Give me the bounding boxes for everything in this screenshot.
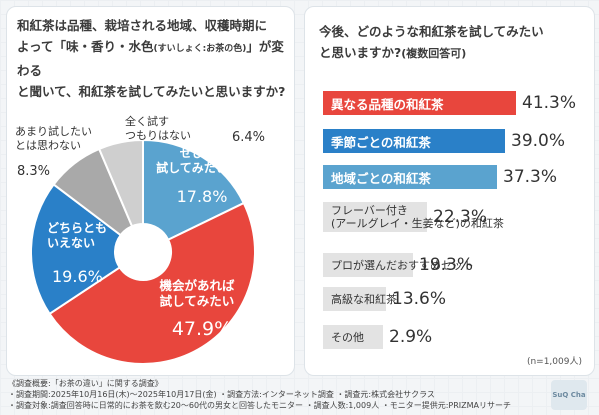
survey-footer: 《調査概要:「お茶の違い」に関する調査》 ・調査期間:2025年10月16日(木… xyxy=(8,378,528,411)
pie-chart: ぜひ試してみたい17.8%機会があれば試してみたい47.9%どちらともいえない1… xyxy=(15,114,265,365)
pie-slice-value: 17.8% xyxy=(177,187,228,206)
pie-slice-label: 機会があれば xyxy=(159,278,235,293)
left-question-line2a: よって「味・香り・水色 xyxy=(17,39,154,54)
left-question-line2b: (すいしょく:お茶の色) xyxy=(153,44,247,54)
bar-row: 地域ごとの和紅茶 37.3% xyxy=(323,165,557,189)
bar: フレーバー付き (アールグレイ・生姜など)の和紅茶 xyxy=(323,202,504,232)
right-question-line2-main: と思いますか? xyxy=(319,45,402,60)
bar-chart-card: 今後、どのような和紅茶を試してみたい と思いますか?(複数回答可) 異なる品種の… xyxy=(304,6,595,376)
bar: プロが選んだおすすめセット xyxy=(323,253,474,277)
pie-slice-label: 試してみたい xyxy=(156,160,228,175)
sample-size-note: (n=1,009人) xyxy=(526,357,582,367)
bar: 高級な和紅茶 xyxy=(323,287,397,311)
footer-line1: 《調査概要:「お茶の違い」に関する調査》 xyxy=(8,379,163,388)
bar: 季節ごとの和紅茶 xyxy=(323,129,505,153)
bar-category-label-line: フレーバー付き xyxy=(331,204,408,217)
bar-category-label: その他 xyxy=(331,330,364,344)
bar-value: 39.0% xyxy=(511,131,566,151)
bar-value: 41.3% xyxy=(522,93,577,113)
bar-row: 高級な和紅茶 13.6% xyxy=(323,287,446,311)
left-question-line2c: 」が変わる xyxy=(17,39,284,78)
pie-chart-card: 和紅茶は品種、栽培される地域、収穫時期に よって「味・香り・水色(すいしょく:お… xyxy=(6,6,295,376)
bar-row: 季節ごとの和紅茶 39.0% xyxy=(323,129,565,153)
bar-value: 22.3% xyxy=(433,207,488,227)
bar-category-label: プロが選んだおすすめセット xyxy=(331,258,474,272)
bar-row: 異なる品種の和紅茶 41.3% xyxy=(323,91,576,115)
left-question-line2: よって「味・香り・水色(すいしょく:お茶の色)」が変わる xyxy=(17,36,293,81)
footer-line3: ・調査対象:調査回答時に日常的にお茶を飲む20〜60代の男女と回答したモニター … xyxy=(8,401,512,410)
bar-category-label: 異なる品種の和紅茶 xyxy=(331,96,444,112)
pie-slice xyxy=(30,183,123,316)
pie-slice-label: 全く試す xyxy=(125,114,169,128)
pie-slice-value: 8.3% xyxy=(17,164,50,179)
bar: 地域ごとの和紅茶 xyxy=(323,165,497,189)
pie-slice-label: ぜひ xyxy=(180,146,204,160)
brand-logo-text: SuQ Cha xyxy=(552,391,586,399)
bar: その他 xyxy=(323,325,383,349)
pie-slice-value: 6.4% xyxy=(232,130,265,145)
bar-category-label: 地域ごとの和紅茶 xyxy=(331,170,431,186)
bar-category-label: 高級な和紅茶 xyxy=(331,292,397,306)
bar-value: 19.3% xyxy=(419,255,474,275)
pie-slice-value: 19.6% xyxy=(52,267,103,286)
bar: 異なる品種の和紅茶 xyxy=(323,91,516,115)
pie-slice-value: 47.9% xyxy=(172,318,232,340)
left-question: 和紅茶は品種、栽培される地域、収穫時期に よって「味・香り・水色(すいしょく:お… xyxy=(17,15,293,102)
pie-slice-label: どちらとも xyxy=(47,221,107,235)
right-question-line2: と思いますか?(複数回答可) xyxy=(319,42,589,64)
left-question-line3: と聞いて、和紅茶を試してみたいと思いますか? xyxy=(17,84,286,99)
pie-slice-label: いえない xyxy=(47,236,95,250)
pie-slice-label: あまり試したい xyxy=(15,124,92,138)
bar-row: プロが選んだおすすめセット 19.3% xyxy=(323,253,474,277)
footer-line2: ・調査期間:2025年10月16日(木)〜2025年10月17日(金) ・調査方… xyxy=(8,390,435,399)
bar-category-label: 季節ごとの和紅茶 xyxy=(331,134,431,150)
pie-slice-label: つもりはない xyxy=(125,129,191,142)
bar-value: 2.9% xyxy=(389,327,433,347)
left-question-line1: 和紅茶は品種、栽培される地域、収穫時期に xyxy=(17,18,268,33)
right-question-note: (複数回答可) xyxy=(401,47,467,60)
pie-slice-label: 試してみたい xyxy=(160,294,235,309)
bar-category-label: フレーバー付き (アールグレイ・生姜など)の和紅茶 xyxy=(331,204,504,230)
bar-row: その他 2.9% xyxy=(323,325,432,349)
pie-slice-label: とは思わない xyxy=(15,139,81,152)
pie-slice xyxy=(97,138,144,228)
bar-value: 13.6% xyxy=(392,289,447,309)
bar-value: 37.3% xyxy=(503,167,558,187)
pie-slice xyxy=(48,201,256,365)
brand-logo: SuQ Cha xyxy=(551,380,587,410)
right-question-line1: 今後、どのような和紅茶を試してみたい xyxy=(319,24,544,39)
right-question: 今後、どのような和紅茶を試してみたい と思いますか?(複数回答可) xyxy=(319,21,589,64)
bar-row: フレーバー付き (アールグレイ・生姜など)の和紅茶 22.3% xyxy=(323,202,504,232)
bar-category-label-line: (アールグレイ・生姜など)の和紅茶 xyxy=(331,217,504,230)
